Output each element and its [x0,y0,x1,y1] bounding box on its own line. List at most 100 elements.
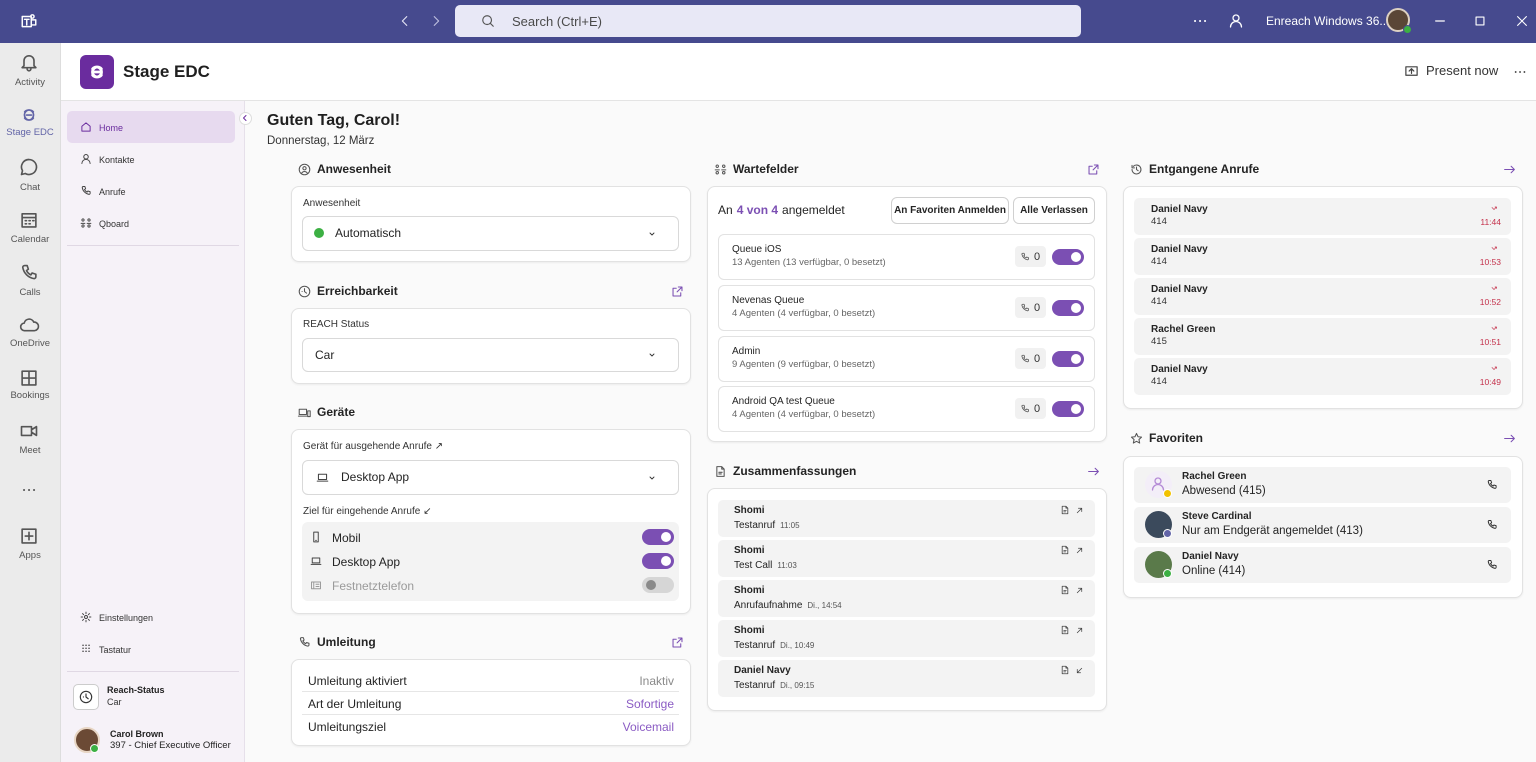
section-arrow-shape [1087,467,1099,475]
rail-icon [21,212,37,228]
missed-name: Daniel Navy [1151,204,1208,215]
summary-doc-shape [1061,505,1069,515]
forward-value: Sofortige [625,697,674,711]
rail-icon [20,425,38,437]
rail-label[interactable]: Apps [19,550,41,561]
summary-direction [1076,627,1082,633]
favorite-call [1487,520,1497,529]
nav-icon-shape [80,218,92,228]
nav-bottom-icon [80,611,92,623]
queue-button[interactable]: An Favoriten Anmelden [891,197,1009,224]
field-label: Gerät für ausgehende Anrufe ↗ [303,441,444,452]
external-link [672,286,682,296]
summary-row [718,620,1095,657]
rail-label[interactable]: Bookings [10,390,50,401]
rail-label[interactable]: Activity [14,77,46,88]
toggle-knob [1071,302,1081,313]
laptop-icon [316,473,328,482]
nav-item[interactable]: Anrufe [99,187,126,197]
nav-back-shape [401,16,408,26]
field-label: REACH Status [303,319,370,330]
forward-label: Umleitung aktiviert [308,674,407,688]
section-title: Erreichbarkeit [317,284,398,298]
present-now[interactable]: Present now [1426,63,1499,78]
favorite-name: Steve Cardinal [1182,511,1252,522]
summary-row [718,660,1095,697]
nav-item[interactable]: Home [99,123,124,133]
target-icon-shape [311,581,321,590]
missed-icon-shape [1491,246,1497,250]
favorite-avatar-icon-shape [1151,477,1165,491]
queue-detail: 4 Agenten (4 verfügbar, 0 besetzt) [732,409,876,421]
nav-icon-shape [81,122,91,132]
section-title-icon-shape [298,163,310,175]
favorite-status: Nur am Endgerät angemeldet (413) [1182,525,1363,537]
queue-calls: 0 [1034,403,1041,416]
rail-label[interactable]: Calls [19,287,41,298]
calls-icon [1021,354,1029,362]
calls-icon-shape [1021,405,1029,413]
section-arrow [1503,434,1515,442]
rail-label[interactable]: Calendar [10,234,50,245]
select-chevron-shape [649,232,655,235]
user-presence [90,744,99,753]
calls-chip [1015,246,1046,267]
toggle[interactable] [1052,401,1084,418]
nav-bottom-icon [82,644,90,652]
select[interactable] [302,338,679,372]
nav-bottom-item[interactable]: Einstellungen [99,613,154,623]
section-title-icon-shape [1130,432,1142,444]
missed-time: 10:51 [1479,337,1501,347]
nav-forward-shape [433,16,440,26]
select-chevron [649,353,655,357]
rail-icon-shape [23,109,35,121]
account-name: Enreach Windows 36... [1266,14,1390,28]
summary-doc-shape [1061,585,1069,595]
rail-label[interactable]: Meet [19,445,41,456]
toggle[interactable] [1052,299,1084,316]
missed-name: Rachel Green [1151,324,1216,335]
rail-icon-shape [21,370,37,386]
favorite-row [1134,547,1511,583]
toggle[interactable] [1052,350,1084,367]
forward-label: Art der Umleitung [308,697,402,711]
search-placeholder: Search (Ctrl+E) [512,14,602,29]
select[interactable] [302,216,679,251]
missed-icon [1491,286,1497,290]
section-arrow-shape [1503,165,1515,173]
missed-row [1134,358,1511,395]
select-value: Desktop App [341,470,410,484]
summary-row [718,580,1095,617]
missed-time: 10:53 [1479,257,1501,267]
rail-label[interactable]: Stage EDC [6,127,54,138]
search-box[interactable] [455,5,1081,37]
summary-doc [1061,585,1069,595]
nav-bottom-item[interactable]: Tastatur [99,645,132,655]
missed-icon-shape [1491,366,1497,370]
maximize-shape [1475,16,1485,26]
queue-button[interactable]: Alle Verlassen [1013,197,1095,224]
nav-selected [67,111,235,143]
field-label: Ziel für eingehende Anrufe ↙ [303,506,432,517]
queue-name: Admin [732,345,761,357]
toggle[interactable] [642,529,674,545]
section-title: Umleitung [317,635,376,649]
toggle[interactable] [642,577,674,593]
toggle[interactable] [642,553,674,569]
rail-label[interactable]: OneDrive [9,338,51,349]
toggle[interactable] [1052,249,1084,265]
row-divider [302,714,679,715]
target-name: Mobil [332,531,361,545]
section-title-icon-shape [298,285,310,297]
select-chevron [649,232,655,235]
teams-logo-shape [21,14,37,28]
queue-name: Queue iOS [732,244,782,255]
minimize [1435,20,1445,22]
select-chevron-shape [649,353,655,357]
summary-direction [1076,667,1082,673]
nav-item[interactable]: Kontakte [99,155,135,165]
rail-label[interactable]: Chat [19,182,41,193]
select[interactable] [302,460,679,495]
header-more [1514,71,1526,73]
nav-item[interactable]: Qboard [99,219,130,229]
